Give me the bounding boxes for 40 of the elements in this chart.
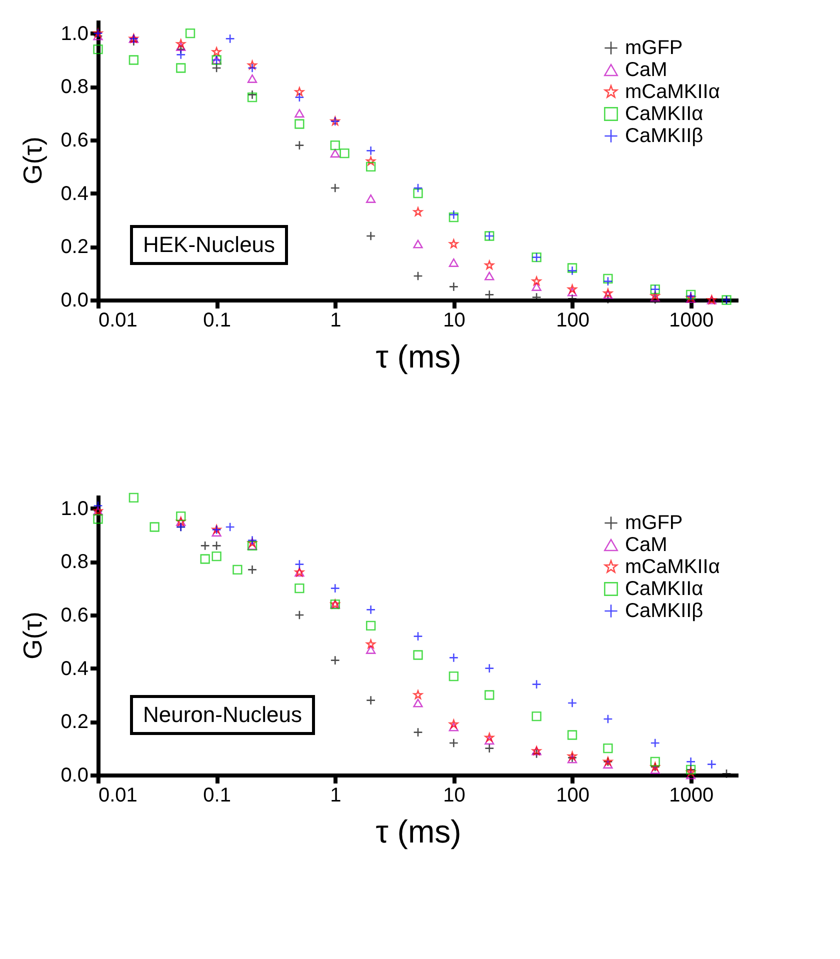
y-tick-label: 0.0 — [60, 764, 88, 786]
legend-label: mCaMKIIα — [625, 81, 720, 103]
x-tick-label: 1000 — [669, 784, 714, 806]
x-axis-title: τ (ms) — [376, 814, 462, 850]
x-tick-label: 1 — [330, 784, 342, 806]
x-tick-label: 100 — [556, 310, 590, 332]
y-tick-label: 0.8 — [60, 76, 88, 98]
legend-label: mGFP — [625, 512, 683, 534]
legend-label: CaMKIIβ — [625, 125, 704, 147]
annotation: HEK-Nucleus — [130, 225, 288, 265]
y-tick-label: 0.8 — [60, 551, 88, 574]
legend-label: CaMKIIα — [625, 578, 704, 600]
x-tick-label: 0.1 — [203, 784, 231, 806]
legend-label: mCaMKIIα — [625, 556, 720, 578]
x-tick-label: 10 — [443, 784, 466, 806]
x-tick-label: 100 — [556, 784, 590, 806]
x-axis-title: τ (ms) — [376, 338, 462, 374]
x-tick-label: 0.01 — [98, 784, 138, 806]
x-tick-label: 10 — [443, 310, 466, 332]
y-tick-label: 0.2 — [60, 711, 88, 734]
y-tick-label: 0.4 — [60, 658, 88, 680]
y-tick-label: 0.6 — [60, 604, 88, 626]
legend-label: CaMKIIβ — [625, 600, 704, 622]
legend-label: CaM — [625, 59, 668, 81]
legend-label: CaM — [625, 534, 668, 556]
legend-label: mGFP — [625, 37, 683, 59]
x-tick-label: 1 — [330, 310, 342, 332]
annotation: Neuron-Nucleus — [130, 695, 315, 735]
y-tick-label: 1.0 — [60, 498, 88, 520]
y-tick-label: 1.0 — [60, 22, 88, 45]
y-tick-label: 0.4 — [60, 182, 88, 205]
legend-label: CaMKIIα — [625, 103, 704, 125]
y-axis-title: G(τ) — [18, 136, 48, 184]
x-tick-label: 1000 — [669, 310, 714, 332]
x-tick-label: 0.01 — [98, 310, 138, 332]
y-tick-label: 0.6 — [60, 130, 88, 152]
y-axis-title: G(τ) — [18, 612, 48, 660]
x-tick-label: 0.1 — [203, 310, 231, 332]
y-tick-label: 0.0 — [60, 290, 88, 312]
y-tick-label: 0.2 — [60, 236, 88, 258]
